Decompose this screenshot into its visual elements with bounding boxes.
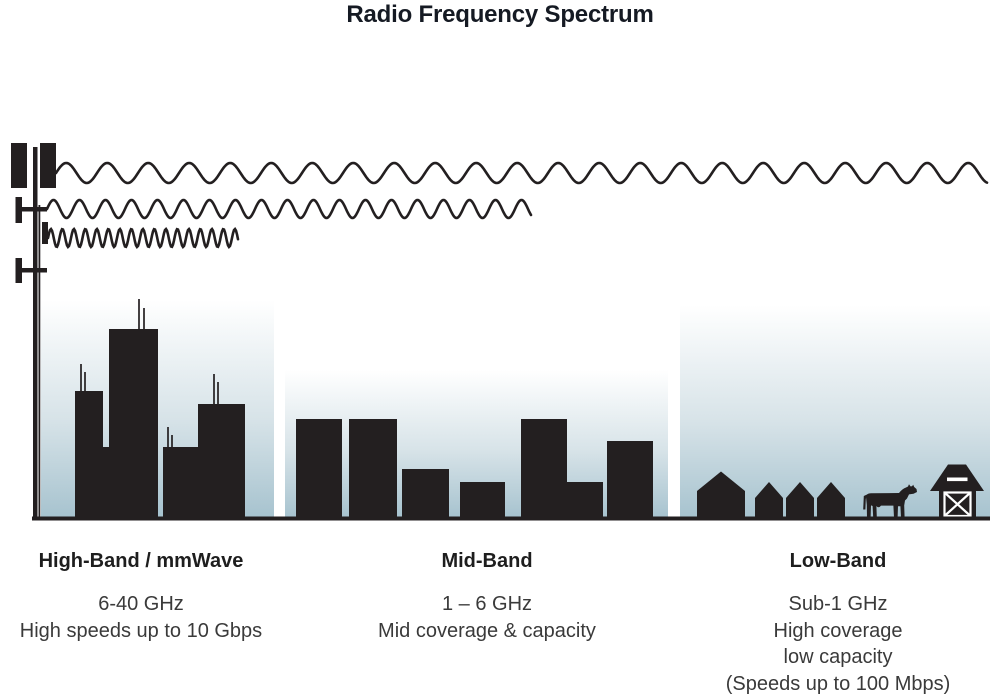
house-icon (755, 482, 783, 518)
cell-tower-icon (11, 143, 56, 518)
high-band-frequency: 6-40 GHz (98, 593, 184, 615)
mid-band-skyline (296, 419, 653, 518)
spectrum-diagram (11, 143, 990, 521)
low-band-wave-icon (54, 161, 989, 185)
low-band-description: low capacity (783, 646, 893, 668)
mid-band-title: Mid-Band (441, 550, 533, 572)
low-band-caption: Low-Band Sub-1 GHz High coverage low cap… (697, 550, 979, 697)
low-band-frequency: Sub-1 GHz (788, 593, 888, 615)
low-band-description: (Speeds up to 100 Mbps) (725, 672, 951, 695)
cow-icon (863, 484, 917, 518)
low-band-rural-scene (697, 464, 984, 518)
mid-band-description: Mid coverage & capacity (378, 619, 596, 642)
mid-band-wave-icon (45, 198, 533, 220)
low-band-description: High coverage (773, 619, 903, 642)
rooftop-antennas-icon (80, 299, 219, 447)
high-band-caption: High-Band / mmWave 6-40 GHz High speeds … (0, 550, 282, 644)
low-band-title: Low-Band (789, 550, 887, 572)
high-band-title: High-Band / mmWave (38, 550, 244, 572)
high-band-description: High speeds up to 10 Gbps (19, 619, 263, 642)
barn-icon (930, 464, 984, 518)
ground-line (32, 516, 990, 521)
house-icon (697, 471, 745, 518)
high-band-wave-icon (46, 226, 240, 250)
house-icon (817, 482, 845, 518)
high-band-skyline (75, 299, 245, 518)
mid-band-caption: Mid-Band 1 – 6 GHz Mid coverage & capaci… (346, 550, 628, 644)
page-title: Radio Frequency Spectrum (346, 1, 654, 28)
house-icon (786, 482, 814, 518)
mid-band-frequency: 1 – 6 GHz (441, 593, 533, 615)
